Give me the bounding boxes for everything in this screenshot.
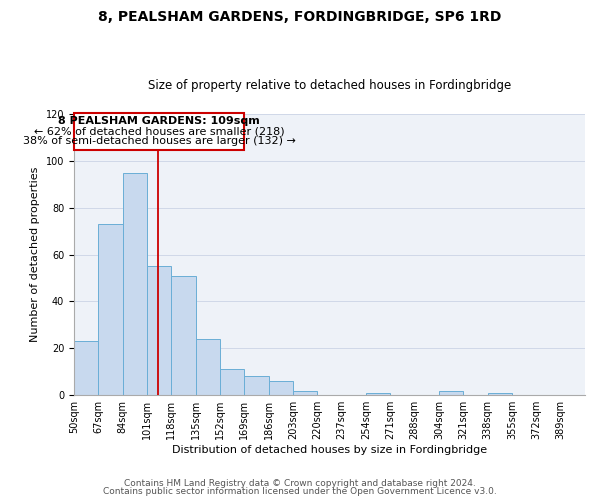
Text: 8 PEALSHAM GARDENS: 109sqm: 8 PEALSHAM GARDENS: 109sqm — [58, 116, 260, 126]
Text: ← 62% of detached houses are smaller (218): ← 62% of detached houses are smaller (21… — [34, 127, 284, 137]
Text: Contains public sector information licensed under the Open Government Licence v3: Contains public sector information licen… — [103, 487, 497, 496]
Bar — [269, 381, 293, 395]
Bar — [196, 339, 220, 395]
Bar — [244, 376, 269, 395]
Bar — [74, 113, 244, 150]
Bar — [171, 276, 196, 395]
Bar — [122, 172, 147, 395]
Title: Size of property relative to detached houses in Fordingbridge: Size of property relative to detached ho… — [148, 79, 511, 92]
Bar — [439, 390, 463, 395]
Text: 38% of semi-detached houses are larger (132) →: 38% of semi-detached houses are larger (… — [23, 136, 296, 146]
Bar — [293, 390, 317, 395]
Bar — [74, 342, 98, 395]
Bar — [220, 370, 244, 395]
Text: 8, PEALSHAM GARDENS, FORDINGBRIDGE, SP6 1RD: 8, PEALSHAM GARDENS, FORDINGBRIDGE, SP6 … — [98, 10, 502, 24]
Text: Contains HM Land Registry data © Crown copyright and database right 2024.: Contains HM Land Registry data © Crown c… — [124, 478, 476, 488]
Bar — [98, 224, 122, 395]
X-axis label: Distribution of detached houses by size in Fordingbridge: Distribution of detached houses by size … — [172, 445, 487, 455]
Y-axis label: Number of detached properties: Number of detached properties — [30, 167, 40, 342]
Bar — [366, 393, 391, 395]
Bar — [147, 266, 171, 395]
Bar — [488, 393, 512, 395]
